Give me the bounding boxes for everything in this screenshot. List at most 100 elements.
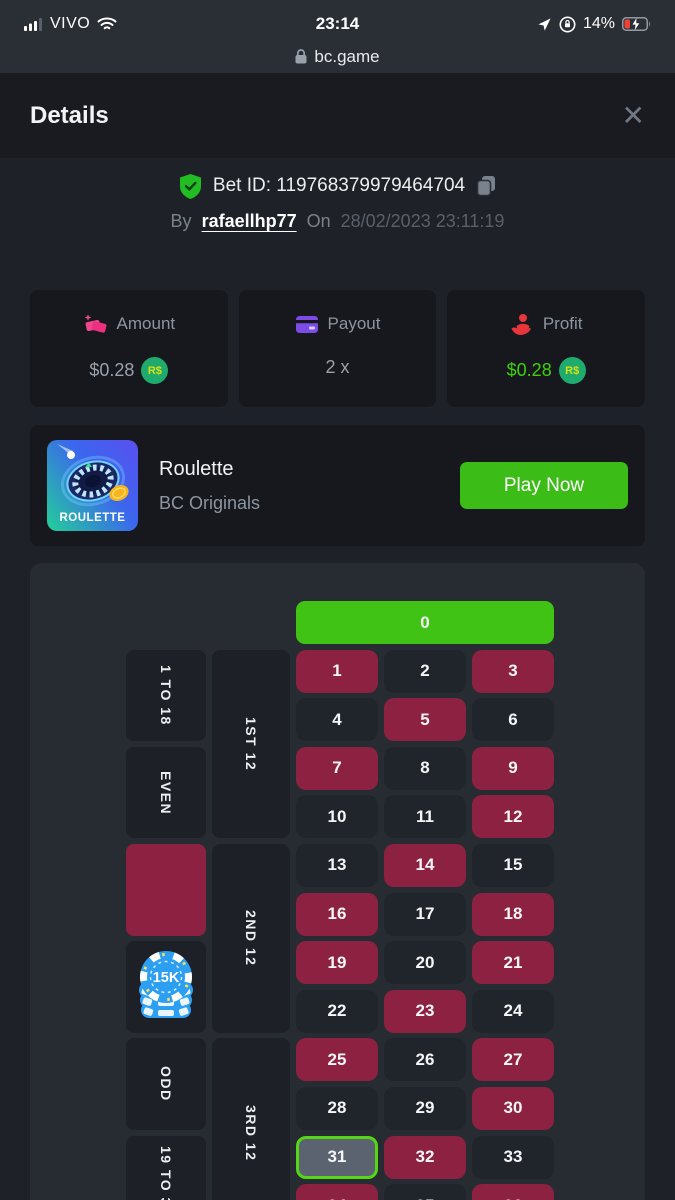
game-name: Roulette xyxy=(159,457,234,480)
currency-badge: R$ xyxy=(558,357,586,384)
bet-dozen-label: 3RD 12 xyxy=(243,1104,259,1161)
clock-label: 23:14 xyxy=(315,14,360,33)
game-card: ROULETTE Roulette BC Originals Play Now xyxy=(30,425,645,546)
amount-card: Amount $0.28 R$ xyxy=(30,290,228,407)
page-title: Details xyxy=(30,101,109,129)
battery-percent-label: 14% xyxy=(582,15,615,32)
bet-number-22[interactable]: 22 xyxy=(296,989,378,1033)
svg-text:15K: 15K xyxy=(153,970,180,986)
bet-datetime: 28/02/2023 23:11:19 xyxy=(340,211,505,231)
bet-number-26[interactable]: 26 xyxy=(384,1038,466,1082)
on-label: On xyxy=(306,211,331,231)
bet-number-30[interactable]: 30 xyxy=(472,1086,554,1130)
currency-badge: R$ xyxy=(141,357,169,384)
lock-icon xyxy=(295,49,307,64)
bet-number-14[interactable]: 14 xyxy=(384,843,466,887)
bet-section: Bet ID: 119768379979464704 By rafaellhp7… xyxy=(0,158,675,235)
bet-number-31-winning[interactable]: 31 xyxy=(296,1135,378,1179)
rotation-lock-icon xyxy=(559,16,576,33)
bet-outside-label: EVEN xyxy=(158,770,174,815)
bet-number-8[interactable]: 8 xyxy=(384,746,466,790)
browser-chrome: VIVO 23:14 14% xyxy=(0,0,675,73)
roulette-table-card: 0 1 TO 18 EVEN 15K ODD 19 TO 36 1ST 12 2ND 12 3R… xyxy=(30,563,645,1200)
stats-row: Amount $0.28 R$ Payout 2 x xyxy=(30,290,646,407)
bet-number-32[interactable]: 32 xyxy=(384,1135,466,1179)
battery-charging-icon xyxy=(621,17,651,31)
bet-number-2[interactable]: 2 xyxy=(384,649,466,693)
bet-outside-odd[interactable]: ODD xyxy=(126,1038,206,1130)
status-bar: VIVO 23:14 14% xyxy=(0,0,675,40)
bet-number-24[interactable]: 24 xyxy=(472,989,554,1033)
profit-value: $0.28 xyxy=(506,360,552,380)
profit-label: Profit xyxy=(542,314,583,333)
bet-number-18[interactable]: 18 xyxy=(472,892,554,936)
amount-label: Amount xyxy=(116,314,176,333)
bet-dozen-second[interactable]: 2ND 12 xyxy=(212,843,290,1033)
bet-number-36[interactable]: 36 xyxy=(472,1184,554,1200)
bet-outside-black[interactable]: 15K xyxy=(126,941,206,1033)
hand-profit-icon xyxy=(510,313,534,336)
wifi-icon xyxy=(97,17,117,31)
bet-number-29[interactable]: 29 xyxy=(384,1086,466,1130)
close-icon[interactable]: ✕ xyxy=(621,99,645,131)
bet-outside-label: ODD xyxy=(158,1066,174,1102)
bet-id-label: Bet ID: 119768379979464704 xyxy=(212,175,466,196)
bet-chip-icon: 15K xyxy=(134,950,198,1024)
bet-outside-high[interactable]: 19 TO 36 xyxy=(126,1135,206,1200)
game-provider: BC Originals xyxy=(159,492,261,513)
bet-outside-label: 19 TO 36 xyxy=(158,1146,174,1200)
copy-icon[interactable] xyxy=(475,174,497,198)
bet-dozen-label: 2ND 12 xyxy=(243,910,259,967)
bet-dozen-first[interactable]: 1ST 12 xyxy=(212,649,290,839)
bet-dozen-label: 1ST 12 xyxy=(243,716,259,772)
money-icon xyxy=(83,313,108,336)
bet-number-6[interactable]: 6 xyxy=(472,698,554,742)
bet-number-10[interactable]: 10 xyxy=(296,795,378,839)
thumbnail-title: ROULETTE xyxy=(59,512,126,524)
bet-number-17[interactable]: 17 xyxy=(384,892,466,936)
amount-value: $0.28 xyxy=(89,360,135,380)
bet-number-5[interactable]: 5 xyxy=(384,698,466,742)
roulette-grid: 0 1 TO 18 EVEN 15K ODD 19 TO 36 1ST 12 2ND 12 3R… xyxy=(126,601,554,1200)
bet-number-16[interactable]: 16 xyxy=(296,892,378,936)
bet-number-11[interactable]: 11 xyxy=(384,795,466,839)
bet-outside-red[interactable] xyxy=(126,843,206,936)
bet-number-23[interactable]: 23 xyxy=(384,989,466,1033)
bet-number-35[interactable]: 35 xyxy=(384,1184,466,1200)
bet-number-34[interactable]: 34 xyxy=(296,1184,378,1200)
bet-number-15[interactable]: 15 xyxy=(472,843,554,887)
bet-number-12[interactable]: 12 xyxy=(472,795,554,839)
game-thumbnail[interactable]: ROULETTE xyxy=(47,440,138,531)
wallet-icon xyxy=(295,315,319,334)
bet-id-value: 119768379979464704 xyxy=(276,175,466,196)
url-text: bc.game xyxy=(314,46,380,66)
url-bar[interactable]: bc.game xyxy=(0,40,675,73)
bet-number-28[interactable]: 28 xyxy=(296,1086,378,1130)
location-icon xyxy=(537,17,552,32)
bet-outside-even[interactable]: EVEN xyxy=(126,746,206,839)
bet-dozen-third[interactable]: 3RD 12 xyxy=(212,1038,290,1200)
username-link[interactable]: rafaellhp77 xyxy=(201,211,297,231)
bet-outside-low[interactable]: 1 TO 18 xyxy=(126,649,206,742)
bet-number-4[interactable]: 4 xyxy=(296,698,378,742)
play-now-button[interactable]: Play Now xyxy=(460,462,628,509)
bet-number-7[interactable]: 7 xyxy=(296,746,378,790)
bet-number-0[interactable]: 0 xyxy=(296,601,554,644)
bet-number-3[interactable]: 3 xyxy=(472,649,554,693)
bet-number-19[interactable]: 19 xyxy=(296,941,378,985)
bet-number-1[interactable]: 1 xyxy=(296,649,378,693)
bet-number-21[interactable]: 21 xyxy=(472,941,554,985)
by-label: By xyxy=(170,211,192,231)
bet-number-20[interactable]: 20 xyxy=(384,941,466,985)
profit-card: Profit $0.28 R$ xyxy=(447,290,646,407)
signal-strength-icon xyxy=(24,17,43,31)
bet-number-33[interactable]: 33 xyxy=(472,1135,554,1179)
bet-number-25[interactable]: 25 xyxy=(296,1038,378,1082)
payout-value: 2 x xyxy=(325,357,350,377)
bet-outside-label: 1 TO 18 xyxy=(158,664,174,726)
bet-number-9[interactable]: 9 xyxy=(472,746,554,790)
payout-card: Payout 2 x xyxy=(238,290,437,407)
bet-number-13[interactable]: 13 xyxy=(296,843,378,887)
modal-header: Details ✕ xyxy=(0,73,675,158)
bet-number-27[interactable]: 27 xyxy=(472,1038,554,1082)
